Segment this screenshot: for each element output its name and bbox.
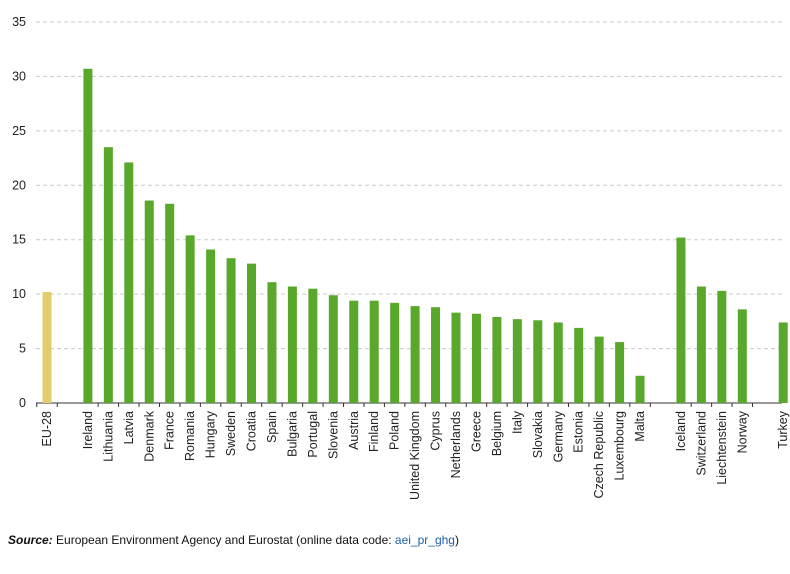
x-tick-label-norway: Norway <box>735 410 749 453</box>
x-tick-label-belgium: Belgium <box>490 411 504 456</box>
x-tick-label-croatia: Croatia <box>245 411 259 451</box>
x-tick-label-austria: Austria <box>347 411 361 450</box>
source-label: Source: <box>8 533 53 547</box>
bar-bulgaria <box>287 286 297 403</box>
x-tick-label-spain: Spain <box>265 411 279 443</box>
x-tick-label-romania: Romania <box>183 411 197 461</box>
bar-denmark <box>144 200 154 403</box>
bar-belgium <box>492 317 502 403</box>
x-tick-label-switzerland: Switzerland <box>694 411 708 476</box>
bar-czech-republic <box>594 336 604 403</box>
y-tick-label-30: 30 <box>12 69 26 83</box>
bar-malta <box>635 375 645 403</box>
bar-greece <box>471 313 481 403</box>
bar-finland <box>369 300 379 403</box>
x-tick-label-united-kingdom: United Kingdom <box>408 411 422 500</box>
bar-germany <box>553 322 563 403</box>
x-tick-label-cyprus: Cyprus <box>429 411 443 451</box>
bar-cyprus <box>431 307 441 403</box>
bar-ireland <box>83 68 93 404</box>
bar-norway <box>737 309 747 403</box>
x-tick-label-malta: Malta <box>633 411 647 442</box>
bar-iceland <box>676 237 686 403</box>
x-tick-label-bulgaria: Bulgaria <box>285 411 299 457</box>
x-tick-label-poland: Poland <box>388 411 402 450</box>
x-tick-label-czech-republic: Czech Republic <box>592 411 606 499</box>
x-tick-label-ireland: Ireland <box>81 411 95 449</box>
bar-romania <box>185 235 195 403</box>
bar-eu-28 <box>42 291 52 403</box>
x-tick-label-france: France <box>163 411 177 450</box>
x-tick-label-germany: Germany <box>551 410 565 462</box>
x-tick-label-liechtenstein: Liechtenstein <box>715 411 729 485</box>
y-tick-label-10: 10 <box>12 287 26 301</box>
x-tick-label-denmark: Denmark <box>142 410 156 461</box>
bar-slovenia <box>328 295 338 403</box>
x-tick-label-latvia: Latvia <box>122 411 136 444</box>
bar-austria <box>349 300 359 403</box>
x-tick-label-slovenia: Slovenia <box>326 411 340 459</box>
x-tick-label-greece: Greece <box>469 411 483 452</box>
bar-france <box>165 203 175 403</box>
bar-netherlands <box>451 312 461 403</box>
source-data-code-link[interactable]: aei_pr_ghg <box>394 533 455 547</box>
bar-hungary <box>206 249 216 403</box>
x-tick-label-lithuania: Lithuania <box>101 411 115 462</box>
bar-lithuania <box>103 147 113 403</box>
source-close-paren: ) <box>454 533 459 547</box>
bar-slovakia <box>533 320 543 403</box>
x-tick-label-portugal: Portugal <box>306 411 320 458</box>
bar-portugal <box>308 288 318 403</box>
bar-luxembourg <box>615 342 625 403</box>
bar-liechtenstein <box>717 290 727 403</box>
y-tick-label-0: 0 <box>19 396 26 410</box>
y-tick-label-25: 25 <box>12 124 26 138</box>
x-tick-label-finland: Finland <box>367 411 381 452</box>
x-tick-label-hungary: Hungary <box>204 410 218 458</box>
x-tick-label-eu-28: EU-28 <box>40 411 54 446</box>
y-tick-label-20: 20 <box>12 178 26 192</box>
bar-italy <box>512 319 522 403</box>
x-tick-label-sweden: Sweden <box>224 411 238 456</box>
bar-spain <box>267 282 277 403</box>
x-tick-label-estonia: Estonia <box>572 411 586 453</box>
bar-switzerland <box>696 286 706 403</box>
x-tick-label-luxembourg: Luxembourg <box>613 411 627 481</box>
bar-estonia <box>574 327 584 403</box>
bar-chart: 0 5 10 15 20 25 30 35 EU-28 Ireland Lithuania Latvi… <box>12 15 790 500</box>
x-tick-label-iceland: Iceland <box>674 411 688 451</box>
bar-latvia <box>124 162 134 403</box>
source-note: Source: European Environment Agency and … <box>8 533 459 547</box>
bar-poland <box>390 302 400 403</box>
x-tick-label-italy: Italy <box>510 410 524 434</box>
y-tick-label-15: 15 <box>12 233 26 247</box>
y-tick-label-5: 5 <box>19 342 26 356</box>
bar-united-kingdom <box>410 306 420 403</box>
bar-turkey <box>778 322 788 403</box>
bar-croatia <box>247 263 256 403</box>
y-tick-label-35: 35 <box>12 15 26 29</box>
x-tick-label-turkey: Turkey <box>776 410 790 448</box>
x-tick-label-netherlands: Netherlands <box>449 411 463 478</box>
x-tick-label-slovakia: Slovakia <box>531 411 545 458</box>
source-text: European Environment Agency and Eurostat… <box>52 533 395 547</box>
bar-sweden <box>226 258 236 403</box>
